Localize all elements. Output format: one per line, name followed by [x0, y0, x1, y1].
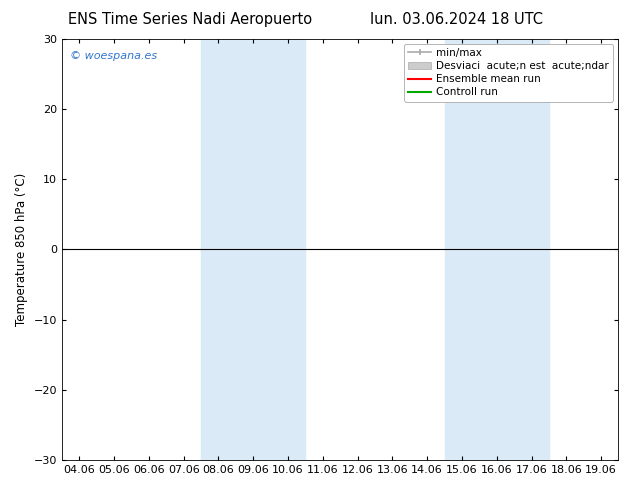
Text: lun. 03.06.2024 18 UTC: lun. 03.06.2024 18 UTC: [370, 12, 543, 27]
Text: ENS Time Series Nadi Aeropuerto: ENS Time Series Nadi Aeropuerto: [68, 12, 313, 27]
Text: © woespana.es: © woespana.es: [70, 51, 157, 61]
Y-axis label: Temperature 850 hPa (°C): Temperature 850 hPa (°C): [15, 173, 28, 326]
Bar: [201, 39, 306, 460]
Bar: [444, 39, 549, 460]
Legend: min/max, Desviaci  acute;n est  acute;ndar, Ensemble mean run, Controll run: min/max, Desviaci acute;n est acute;ndar…: [404, 44, 613, 101]
